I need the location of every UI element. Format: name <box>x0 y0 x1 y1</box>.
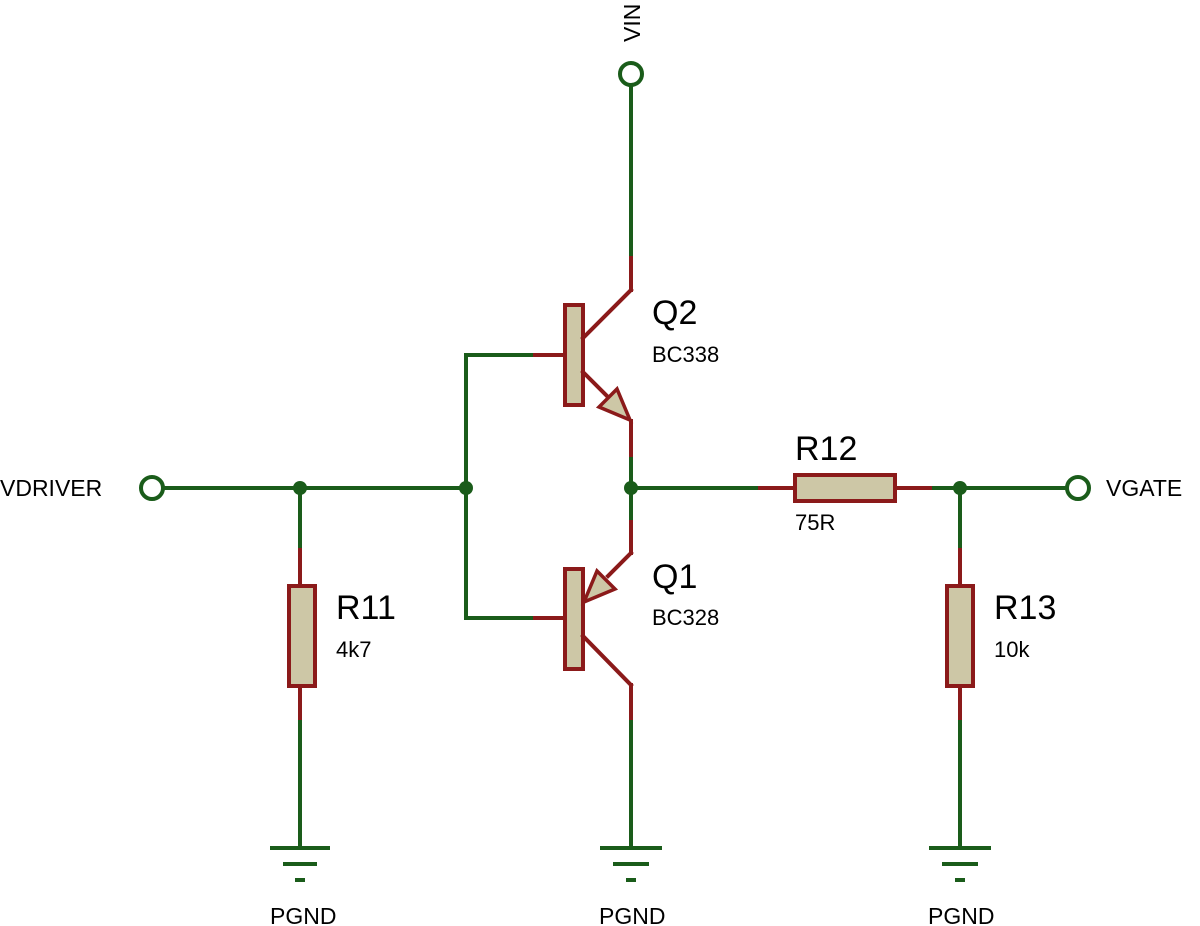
junction-base <box>459 481 473 495</box>
terminal-vin <box>618 61 644 87</box>
r13-ref-label: R13 <box>994 589 1056 627</box>
ground-symbol-r11 <box>270 846 330 882</box>
junction-emitter <box>624 481 638 495</box>
transistor-q2 <box>533 256 634 457</box>
q1-emitter-arrow <box>580 567 619 606</box>
junction-r13 <box>953 481 967 495</box>
q2-value-label: BC338 <box>652 342 719 367</box>
q1-base-bar <box>563 567 585 671</box>
net-label-vdriver: VDRIVER <box>0 475 102 501</box>
junction-r11 <box>293 481 307 495</box>
r11-body <box>287 584 317 688</box>
ground-label-r13: PGND <box>928 903 994 926</box>
r12-value-label: 75R <box>795 510 835 535</box>
ground-symbol-q1 <box>600 846 662 882</box>
net-label-vin: VIN <box>619 4 645 42</box>
q1-emitter-lead <box>605 550 634 579</box>
terminal-vgate <box>1065 475 1091 501</box>
resistor-r12 <box>758 473 932 503</box>
r13-body <box>945 584 975 688</box>
q1-ref-label: Q1 <box>652 558 697 596</box>
ground-label-q1: PGND <box>599 903 665 926</box>
terminal-vdriver <box>139 475 165 501</box>
resistor-r13 <box>945 548 975 720</box>
r13-value-label: 10k <box>994 637 1030 662</box>
net-label-vgate: VGATE <box>1106 475 1182 501</box>
r12-body <box>793 473 897 503</box>
wires <box>163 84 1068 847</box>
r11-value-label: 4k7 <box>336 637 371 662</box>
junctions <box>293 481 967 495</box>
q2-emitter-arrow <box>595 385 634 424</box>
ground-label-r11: PGND <box>270 903 336 926</box>
q2-base-bar <box>563 303 585 407</box>
q2-emitter-lead <box>580 369 613 402</box>
ground-symbol-r13 <box>929 846 991 882</box>
r11-ref-label: R11 <box>336 589 396 627</box>
q2-ref-label: Q2 <box>652 294 697 332</box>
transistor-q1 <box>533 520 634 720</box>
q1-collector-lead <box>580 633 634 688</box>
resistor-r11 <box>287 548 317 720</box>
q2-collector-lead <box>580 287 634 341</box>
q1-value-label: BC328 <box>652 605 719 630</box>
r12-ref-label: R12 <box>795 430 857 468</box>
